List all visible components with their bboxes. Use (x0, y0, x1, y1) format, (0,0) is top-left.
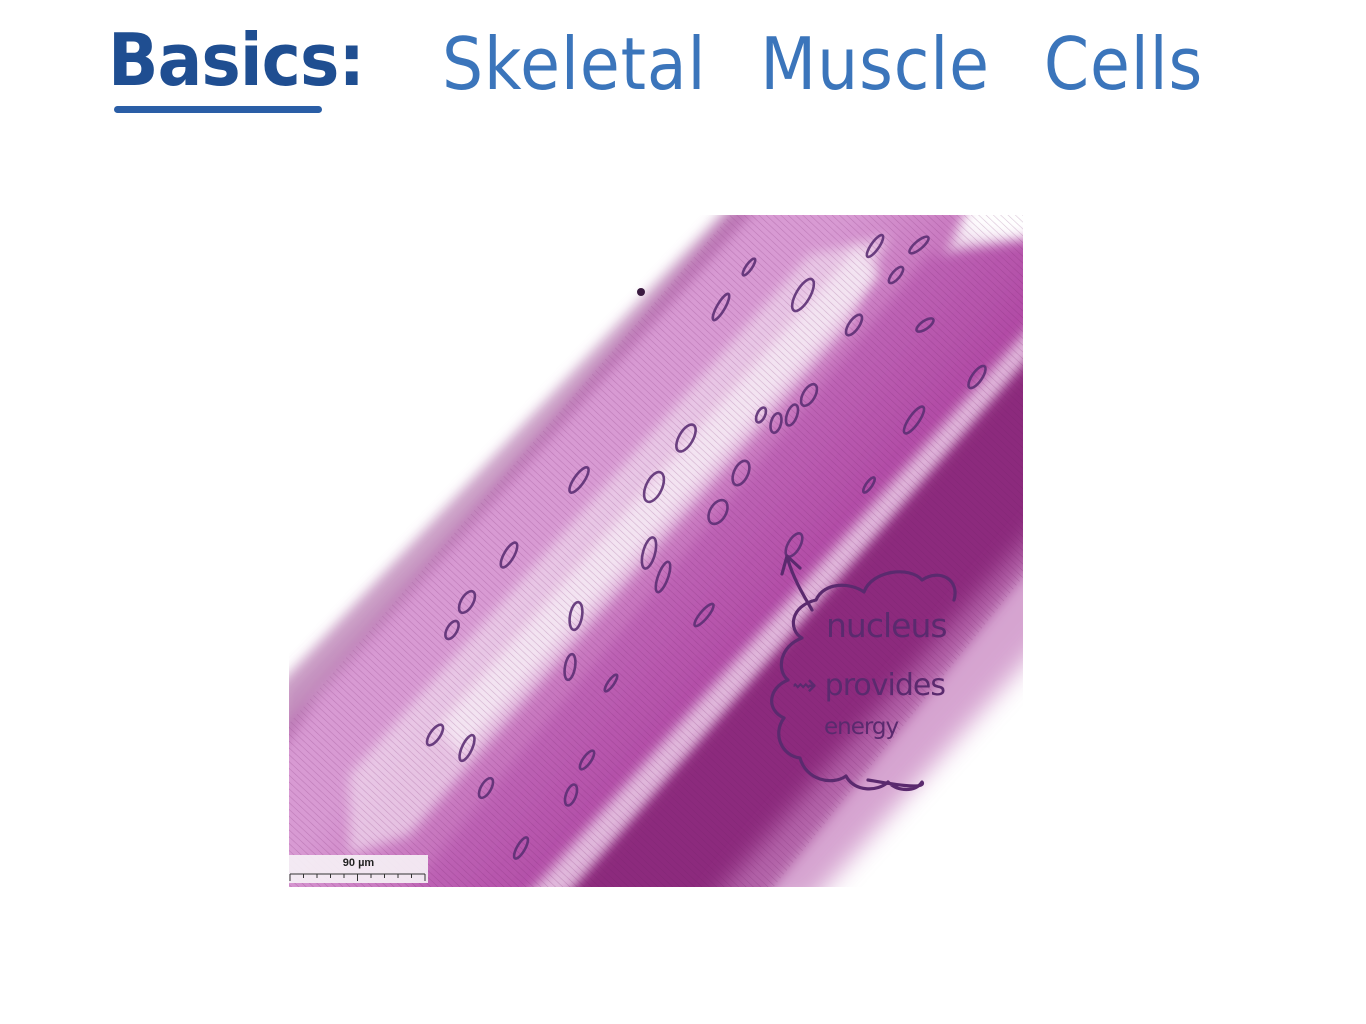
annotation-arrow-text: ⇝ provides (792, 668, 946, 703)
nucleus-annotation: nucleus ⇝ provides energy (760, 530, 980, 810)
scale-ruler (289, 873, 426, 881)
title-main: Skeletal Muscle Cells (442, 22, 1204, 106)
annotation-label: nucleus (826, 606, 948, 645)
muscle-micrograph (289, 215, 1023, 887)
cloud-outline (770, 570, 957, 792)
annotation-continuation: energy (824, 714, 899, 740)
title-underline (114, 106, 322, 113)
scale-bar: 90 µm (289, 855, 428, 883)
title-prefix: Basics: (108, 18, 365, 102)
scale-bar-label: 90 µm (342, 857, 375, 869)
arrow-icon (780, 554, 814, 612)
annotation-cloud (770, 554, 957, 792)
